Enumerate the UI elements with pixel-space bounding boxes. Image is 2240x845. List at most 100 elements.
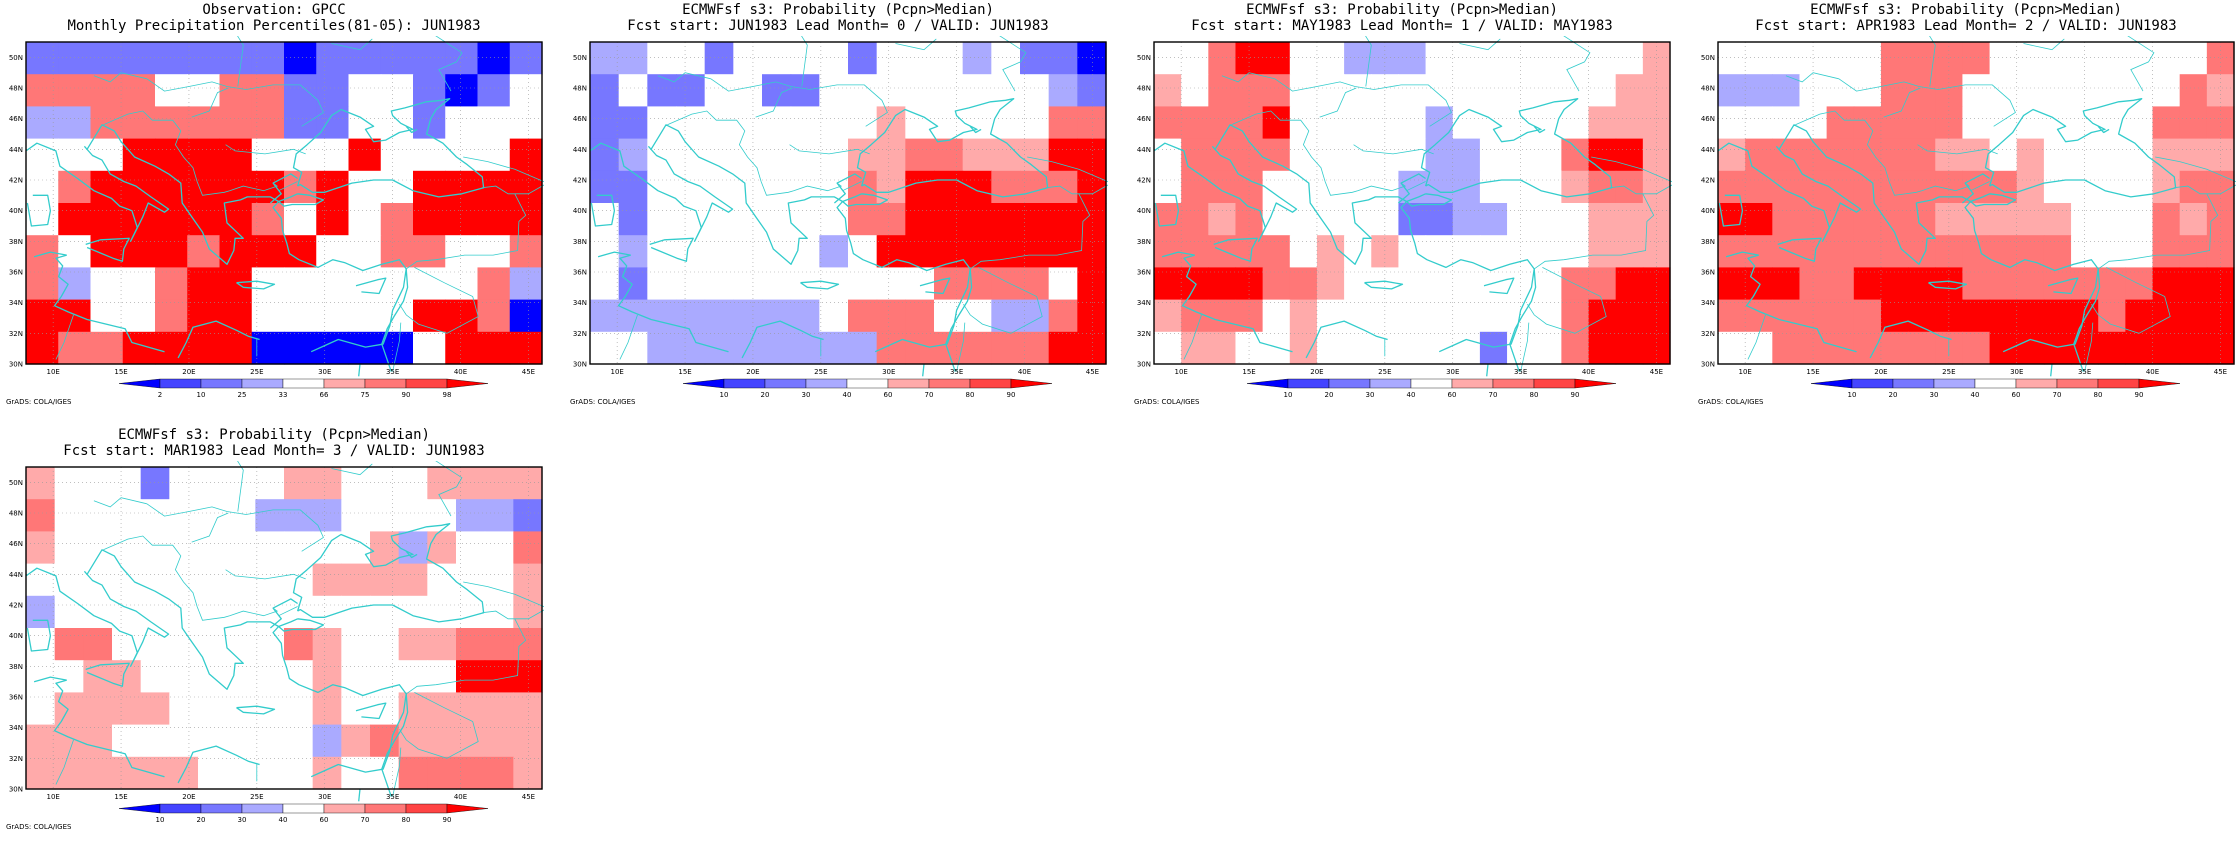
- grid-cell: [1208, 235, 1237, 268]
- coastline: [277, 618, 325, 632]
- colorbar-swatch: [241, 803, 284, 814]
- grid-cell: [1020, 267, 1050, 301]
- grid-cell: [341, 467, 371, 500]
- grid-cell: [1588, 106, 1617, 140]
- grid-cell: [413, 170, 446, 204]
- grid-cell: [155, 299, 188, 333]
- grid-cell: [790, 267, 820, 301]
- coastline: [856, 98, 1049, 198]
- grid-cell: [90, 203, 124, 236]
- grid-cell: [1799, 267, 1828, 301]
- grid-cell: [1989, 42, 2018, 75]
- colorbar-label: 20: [197, 816, 206, 823]
- grid-cell: [1507, 299, 1535, 333]
- grid-cell: [140, 531, 170, 565]
- grid-cell: [1534, 235, 1562, 268]
- grid-cell: [456, 628, 486, 661]
- colorbar-swatch: [159, 803, 202, 814]
- coastline: [26, 619, 52, 652]
- grid-cell: [1262, 235, 1291, 268]
- grid-cell: [198, 692, 228, 726]
- grid-cell: [1615, 74, 1644, 107]
- lon-tick-label: 45E: [1650, 368, 1663, 376]
- grid-cell: [187, 267, 221, 301]
- grid-cell: [484, 756, 514, 790]
- coastline: [2047, 277, 2079, 295]
- grid-cell: [2179, 106, 2208, 140]
- colorbar-swatch: [805, 378, 848, 389]
- grid-cell: [112, 660, 142, 693]
- grid-cell: [991, 42, 1021, 75]
- grid-cell: [790, 170, 820, 204]
- grid-cell: [1826, 138, 1855, 172]
- lat-tick-label: 40N: [1701, 207, 1715, 215]
- grid-cell: [251, 138, 285, 172]
- grid-cell: [1853, 331, 1882, 365]
- grid-cell: [90, 74, 124, 107]
- coastline: [800, 280, 840, 290]
- grid-cell: [647, 267, 677, 301]
- lon-tick-label: 30E: [1446, 368, 1459, 376]
- lat-tick-label: 36N: [9, 694, 23, 702]
- grid-cell: [456, 756, 486, 790]
- grid-cell: [251, 106, 285, 140]
- grid-cell: [341, 692, 371, 726]
- grid-cell: [1262, 331, 1291, 365]
- colorbar-swatch: [446, 378, 489, 389]
- grid-cell: [676, 74, 706, 107]
- grads-credit: GrADS: COLA/IGES: [6, 398, 72, 406]
- grid-cell: [445, 267, 479, 301]
- grid-cell: [2125, 299, 2154, 333]
- grid-cell: [2016, 74, 2045, 107]
- grid-cell: [219, 74, 253, 107]
- grid-cell: [733, 235, 763, 268]
- grid-cell: [2179, 170, 2208, 204]
- grid-cell: [2016, 331, 2045, 365]
- grid-cell: [1642, 235, 1671, 268]
- grid-cell: [1561, 170, 1590, 204]
- coastline: [405, 550, 418, 559]
- grid-cell: [1344, 331, 1372, 365]
- grid-cell: [1398, 299, 1427, 333]
- lon-tick-label: 35E: [2078, 368, 2091, 376]
- grid-cell: [370, 563, 400, 597]
- grid-cell: [1289, 203, 1318, 236]
- grid-cell: [251, 74, 285, 107]
- grid-cell: [1853, 203, 1882, 236]
- grid-cell: [1534, 42, 1562, 75]
- grid-cell: [513, 467, 543, 500]
- grid-cell: [370, 467, 400, 500]
- grid-cell: [83, 724, 113, 758]
- grid-cell: [284, 531, 314, 565]
- colorbar-swatch: [1410, 378, 1453, 389]
- grid-cell: [1048, 203, 1078, 236]
- grid-cell: [1208, 138, 1237, 172]
- grid-cell: [676, 331, 706, 365]
- grid-cell: [905, 74, 935, 107]
- grid-cell: [484, 467, 514, 500]
- grid-cell: [26, 235, 59, 268]
- grid-cell: [198, 595, 228, 629]
- grid-cell: [1316, 106, 1345, 140]
- lon-tick-label: 40E: [2146, 368, 2159, 376]
- grid-cell: [198, 724, 228, 758]
- grid-cell: [26, 138, 59, 172]
- grid-cell: [484, 692, 514, 726]
- grid-cell: [848, 106, 878, 140]
- grid-cell: [316, 170, 350, 204]
- grid-cell: [676, 138, 706, 172]
- grid-cell: [226, 531, 256, 565]
- grid-cell: [647, 170, 677, 204]
- colorbar-swatch: [1810, 378, 1853, 389]
- grid-cell: [1772, 235, 1801, 268]
- grid-cell: [2098, 331, 2126, 365]
- grid-cell: [762, 42, 792, 75]
- grid-cell: [1479, 106, 1508, 140]
- grid-cell: [934, 170, 964, 204]
- country-border: [435, 36, 463, 92]
- lat-tick-label: 36N: [9, 269, 23, 277]
- colorbar-label: 70: [925, 391, 934, 398]
- coastline: [358, 788, 361, 802]
- coastline: [53, 254, 165, 353]
- lat-tick-label: 50N: [1701, 54, 1715, 62]
